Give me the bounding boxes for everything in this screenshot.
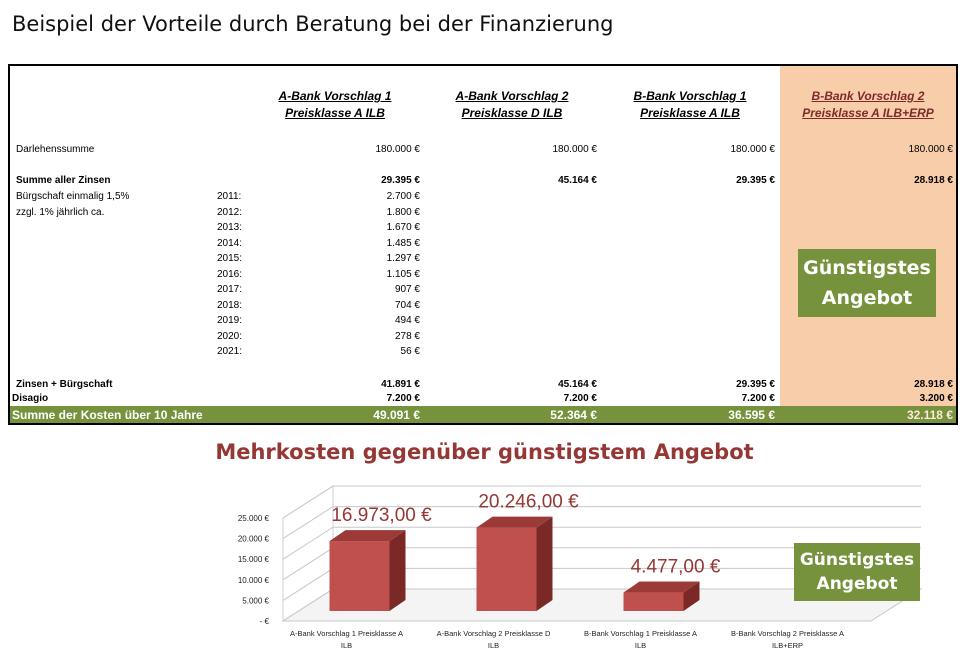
row-label-disagio: Disagio (12, 393, 49, 404)
row-label-zinsen-buergschaft: Zinsen + Bürgschaft (16, 379, 113, 390)
bar-side (536, 516, 553, 611)
cell-darlehen-3: 180.000 € (730, 144, 776, 155)
bar-side (389, 530, 406, 611)
buergschaft-note-1: Bürgschaft einmalig 1,5% (16, 191, 130, 202)
year-label: 2021: (217, 346, 243, 357)
year-value: 278 € (394, 330, 420, 342)
year-label: 2013: (217, 222, 243, 233)
cell-zinsen-2: 45.164 € (558, 175, 597, 186)
x-tick-label: B-Bank Vorschlag 2 Preisklasse A (731, 629, 844, 638)
cell-darlehen-1: 180.000 € (375, 144, 421, 155)
cell-darlehen-4: 180.000 € (908, 144, 954, 155)
cell-disagio-3: 7.200 € (741, 393, 775, 404)
year-value: 1.800 € (386, 206, 420, 218)
bar (329, 541, 390, 611)
bar-chart: - € 5.000 € 10.000 € 15.000 € 20.000 € 25.000… (238, 485, 923, 650)
y-tick-label: 25.000 € (238, 514, 270, 523)
column-header-2: A-Bank Vorschlag 2 Preisklasse D ILB (455, 89, 569, 120)
year-label: 2011: (217, 191, 242, 202)
year-label: 2012: (217, 206, 243, 218)
year-label: 2015: (217, 253, 243, 264)
total-cost-2: 52.364 € (550, 408, 597, 422)
y-tick-label: 20.000 € (238, 535, 270, 544)
bar-side (683, 581, 700, 611)
year-value: 1.105 € (386, 268, 420, 280)
total-cost-label: Summe der Kosten über 10 Jahre (12, 408, 203, 422)
x-tick-label: A-Bank Vorschlag 2 Preisklasse D (437, 629, 551, 638)
y-tick-label: 5.000 € (242, 596, 269, 605)
best-offer-column (780, 66, 956, 406)
bar-top (623, 581, 700, 593)
bar (476, 527, 537, 611)
cell-zb-4: 28.918 € (914, 379, 953, 390)
cell-darlehen-2: 180.000 € (552, 144, 598, 155)
cell-zb-2: 45.164 € (558, 379, 597, 390)
year-value: 1.485 € (386, 237, 420, 249)
y-tick-label: - € (260, 617, 270, 626)
total-cost-row: Summe der Kosten über 10 Jahre 49.091 € … (10, 406, 956, 423)
data-label: 4.477,00 € (631, 557, 721, 578)
total-cost-4: 32.118 € (906, 408, 953, 422)
year-value: 704 € (394, 299, 420, 311)
x-tick-label: ILB (488, 641, 499, 650)
cell-zb-1: 41.891 € (381, 379, 420, 390)
cell-zinsen-4: 28.918 € (914, 175, 953, 186)
x-tick-label: A-Bank Vorschlag 1 Preisklasse A (290, 629, 403, 638)
column-header-1: A-Bank Vorschlag 1 Preisklasse A ILB (278, 89, 392, 120)
column-header-3: B-Bank Vorschlag 1 Preisklasse A ILB (633, 89, 747, 120)
year-value: 494 € (394, 315, 420, 326)
best-offer-badge-table: Günstigstes Angebot (798, 249, 936, 317)
year-value: 1.670 € (386, 222, 420, 233)
cell-disagio-4: 3.200 € (919, 393, 953, 404)
year-value: 1.297 € (386, 253, 420, 264)
year-label: 2016: (217, 268, 243, 280)
row-label-darlehen: Darlehenssumme (16, 144, 95, 155)
data-label: 16.973,00 € (331, 505, 432, 526)
year-label: 2020: (217, 330, 243, 342)
cell-zinsen-1: 29.395 € (381, 175, 420, 186)
gridline (282, 526, 921, 560)
page-title: Beispiel der Vorteile durch Beratung bei… (12, 12, 614, 36)
year-label: 2018: (217, 299, 243, 311)
cost-table: A-Bank Vorschlag 1 Preisklasse A ILB A-Ba… (8, 64, 958, 425)
y-tick-label: 15.000 € (238, 555, 270, 564)
cell-disagio-1: 7.200 € (386, 393, 420, 404)
best-offer-badge-chart: Günstigstes Angebot (794, 543, 920, 601)
data-label: 20.246,00 € (478, 492, 579, 513)
x-tick-label: ILB (635, 641, 646, 650)
chart-title: Mehrkosten gegenüber günstigstem Angebot (215, 440, 754, 464)
year-value: 56 € (400, 346, 420, 357)
column-header-4: B-Bank Vorschlag 2 Preisklasse A ILB+ERP (802, 89, 934, 120)
cell-zinsen-3: 29.395 € (736, 175, 775, 186)
year-value: 907 € (394, 284, 420, 295)
bar-top (476, 516, 553, 528)
total-cost-3: 36.595 € (728, 408, 775, 422)
cell-zb-3: 29.395 € (736, 379, 775, 390)
year-value: 2.700 € (386, 191, 420, 202)
year-label: 2019: (217, 315, 243, 326)
x-tick-label: ILB (341, 641, 352, 650)
y-tick-label: 10.000 € (238, 576, 270, 585)
row-label-zinsen: Summe aller Zinsen (16, 175, 111, 186)
cell-disagio-2: 7.200 € (563, 393, 597, 404)
total-cost-1: 49.091 € (373, 408, 420, 422)
year-label: 2014: (217, 237, 243, 249)
bar (623, 592, 684, 611)
x-tick-label: ILB+ERP (772, 641, 803, 650)
year-label: 2017: (217, 284, 243, 295)
gridline (282, 506, 921, 540)
x-tick-label: B-Bank Vorschlag 1 Preisklasse A (584, 629, 697, 638)
buergschaft-note-2: zzgl. 1% jährlich ca. (16, 207, 105, 218)
gridline (282, 485, 921, 519)
bar-top (329, 530, 406, 542)
